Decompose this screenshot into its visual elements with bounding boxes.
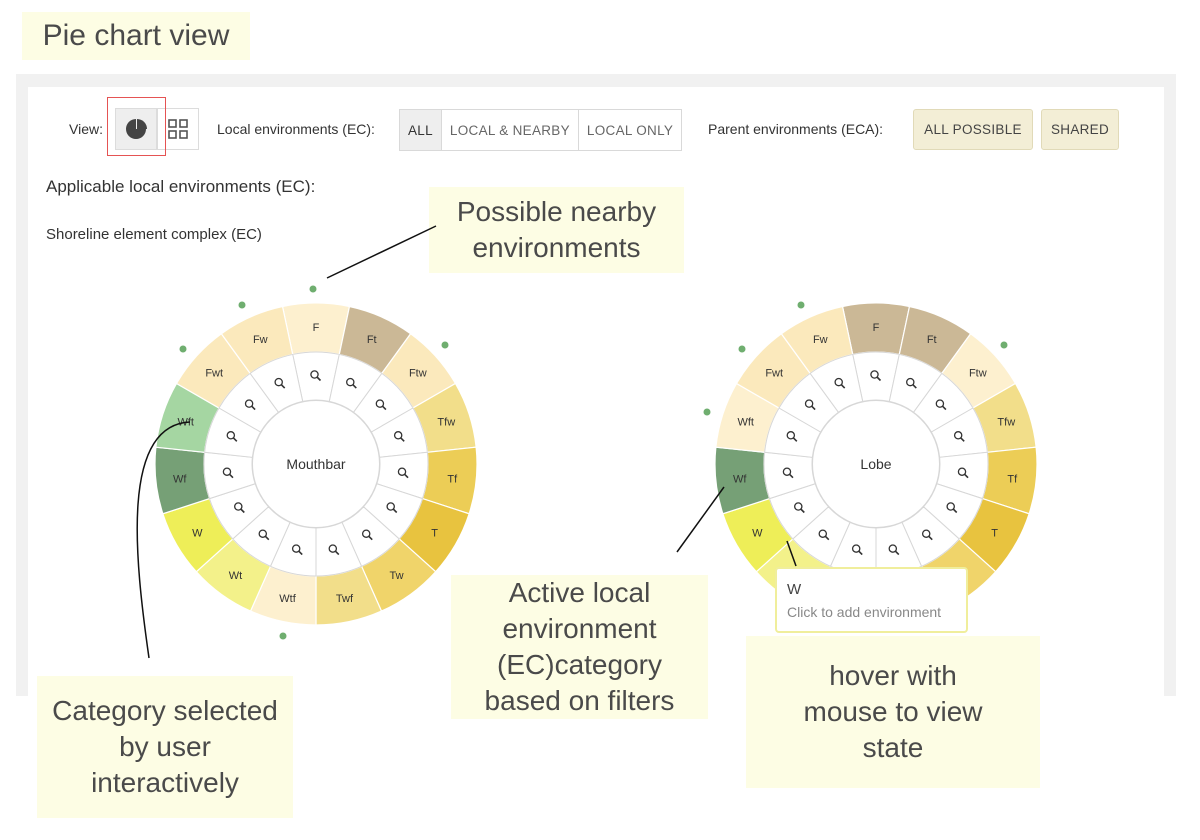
magnifier-icon bbox=[851, 544, 863, 556]
annotation-title: Pie chart view bbox=[22, 12, 250, 60]
nearby-dot bbox=[309, 285, 317, 293]
magnifier-icon bbox=[258, 529, 270, 541]
view-label: View: bbox=[69, 121, 103, 137]
segment-label: Tw bbox=[389, 570, 403, 582]
magnifier-icon bbox=[393, 431, 405, 442]
magnifier-icon bbox=[291, 544, 303, 556]
magnifier-icon bbox=[782, 467, 794, 479]
wheel-lobe: F Ft Ftw Tfw Tf T W Wf Wft Fwt Fw Lobe bbox=[703, 301, 1038, 626]
wheel-center bbox=[812, 400, 940, 528]
segment-label: Ft bbox=[927, 334, 937, 346]
magnifier-icon bbox=[222, 467, 234, 479]
segment-label: T bbox=[991, 528, 998, 540]
segment-label: Fwt bbox=[765, 367, 783, 379]
filter-local-nearby-button[interactable]: LOCAL & NEARBY bbox=[442, 110, 579, 150]
pie-chart-icon bbox=[126, 119, 147, 139]
segment-label: T bbox=[431, 528, 438, 540]
segment-label: Fw bbox=[813, 334, 828, 346]
wheel-center-label: Lobe bbox=[860, 456, 891, 472]
filter-local-only-button[interactable]: LOCAL ONLY bbox=[586, 122, 674, 138]
magnifier-icon bbox=[397, 467, 409, 479]
segment-label: Wf bbox=[733, 473, 747, 485]
hover-tooltip: W Click to add environment bbox=[775, 567, 968, 633]
segment-label: F bbox=[313, 322, 320, 334]
magnifier-icon bbox=[818, 529, 830, 541]
nearby-dot bbox=[738, 345, 746, 353]
grid-view-button[interactable] bbox=[157, 108, 199, 150]
magnifier-icon bbox=[786, 431, 798, 442]
pie-view-button[interactable] bbox=[115, 108, 157, 150]
magnifier-icon bbox=[906, 377, 917, 389]
element-name: Shoreline element complex (EC) bbox=[46, 226, 262, 243]
note-active: Active local environment (EC)category ba… bbox=[451, 575, 708, 719]
grid-icon bbox=[168, 119, 188, 139]
filter-all-button[interactable]: ALL bbox=[400, 110, 442, 150]
applicable-heading: Applicable local environments (EC): bbox=[46, 177, 316, 196]
magnifier-icon bbox=[946, 502, 958, 514]
nearby-dot bbox=[179, 345, 187, 353]
magnifier-icon bbox=[794, 502, 805, 514]
nearby-dot bbox=[703, 408, 711, 416]
magnifier-icon bbox=[888, 544, 900, 556]
segment-label: Tf bbox=[447, 473, 458, 485]
segment-label: Fwt bbox=[205, 367, 223, 379]
segment-label: W bbox=[192, 528, 203, 540]
magnifier-icon bbox=[310, 370, 322, 382]
nearby-dot bbox=[797, 301, 805, 309]
magnifier-icon bbox=[386, 502, 398, 514]
segment-label: F bbox=[873, 322, 880, 334]
magnifier-icon bbox=[953, 431, 965, 442]
parent-env-label: Parent environments (ECA): bbox=[708, 121, 884, 137]
segment-label: Twf bbox=[336, 593, 354, 605]
nearby-dot bbox=[279, 632, 287, 640]
magnifier-icon bbox=[375, 399, 387, 411]
magnifier-icon bbox=[234, 502, 245, 514]
magnifier-icon bbox=[244, 399, 256, 411]
tooltip-subtitle: Click to add environment bbox=[787, 604, 942, 620]
magnifier-icon bbox=[361, 529, 373, 541]
nearby-dot bbox=[238, 301, 246, 309]
segment-label: Wt bbox=[229, 570, 242, 582]
wheel-center-label: Mouthbar bbox=[286, 456, 345, 472]
magnifier-icon bbox=[804, 399, 816, 411]
magnifier-icon bbox=[957, 467, 969, 479]
segment-label: Fw bbox=[253, 334, 268, 346]
note-nearby: Possible nearby environments bbox=[429, 187, 684, 273]
segment-label: Tf bbox=[1007, 473, 1018, 485]
all-possible-button[interactable]: ALL POSSIBLE bbox=[913, 109, 1033, 150]
shared-button[interactable]: SHARED bbox=[1041, 109, 1119, 150]
nearby-dot bbox=[1000, 341, 1008, 349]
local-env-label: Local environments (EC): bbox=[217, 121, 375, 137]
segment-label: Wf bbox=[173, 473, 187, 485]
magnifier-icon bbox=[834, 377, 846, 389]
segment-label: Tfw bbox=[437, 417, 455, 429]
magnifier-icon bbox=[346, 377, 357, 389]
magnifier-icon bbox=[870, 370, 882, 382]
magnifier-icon bbox=[921, 529, 933, 541]
magnifier-icon bbox=[328, 544, 340, 556]
selected-view-highlight bbox=[107, 97, 166, 156]
magnifier-icon bbox=[274, 377, 286, 389]
note-hover: hover with mouse to view state bbox=[746, 636, 1040, 788]
segment-label: Wft bbox=[737, 417, 754, 429]
segment-label: Wtf bbox=[279, 593, 296, 605]
segment-label: Ftw bbox=[409, 367, 427, 379]
magnifier-icon bbox=[226, 431, 238, 442]
segment-label: Ftw bbox=[969, 367, 987, 379]
magnifier-icon bbox=[935, 399, 947, 411]
wheel-mouthbar: F Ft Ftw Tfw Tf T Tw Twf Wtf Wt W Wf Wft Fwt Fw Mouthba… bbox=[154, 285, 478, 640]
segment-label: W bbox=[752, 528, 763, 540]
tooltip-title: W bbox=[787, 581, 802, 598]
local-env-filter: ALL LOCAL & NEARBY LOCAL ONLY bbox=[399, 109, 683, 151]
segment-label: Tfw bbox=[997, 417, 1015, 429]
nearby-dot bbox=[441, 341, 449, 349]
segment-label: Wft bbox=[177, 417, 194, 429]
segment-label: Ft bbox=[367, 334, 377, 346]
note-selected: Category selected by user interactively bbox=[37, 676, 293, 818]
wheel-center bbox=[252, 400, 380, 528]
